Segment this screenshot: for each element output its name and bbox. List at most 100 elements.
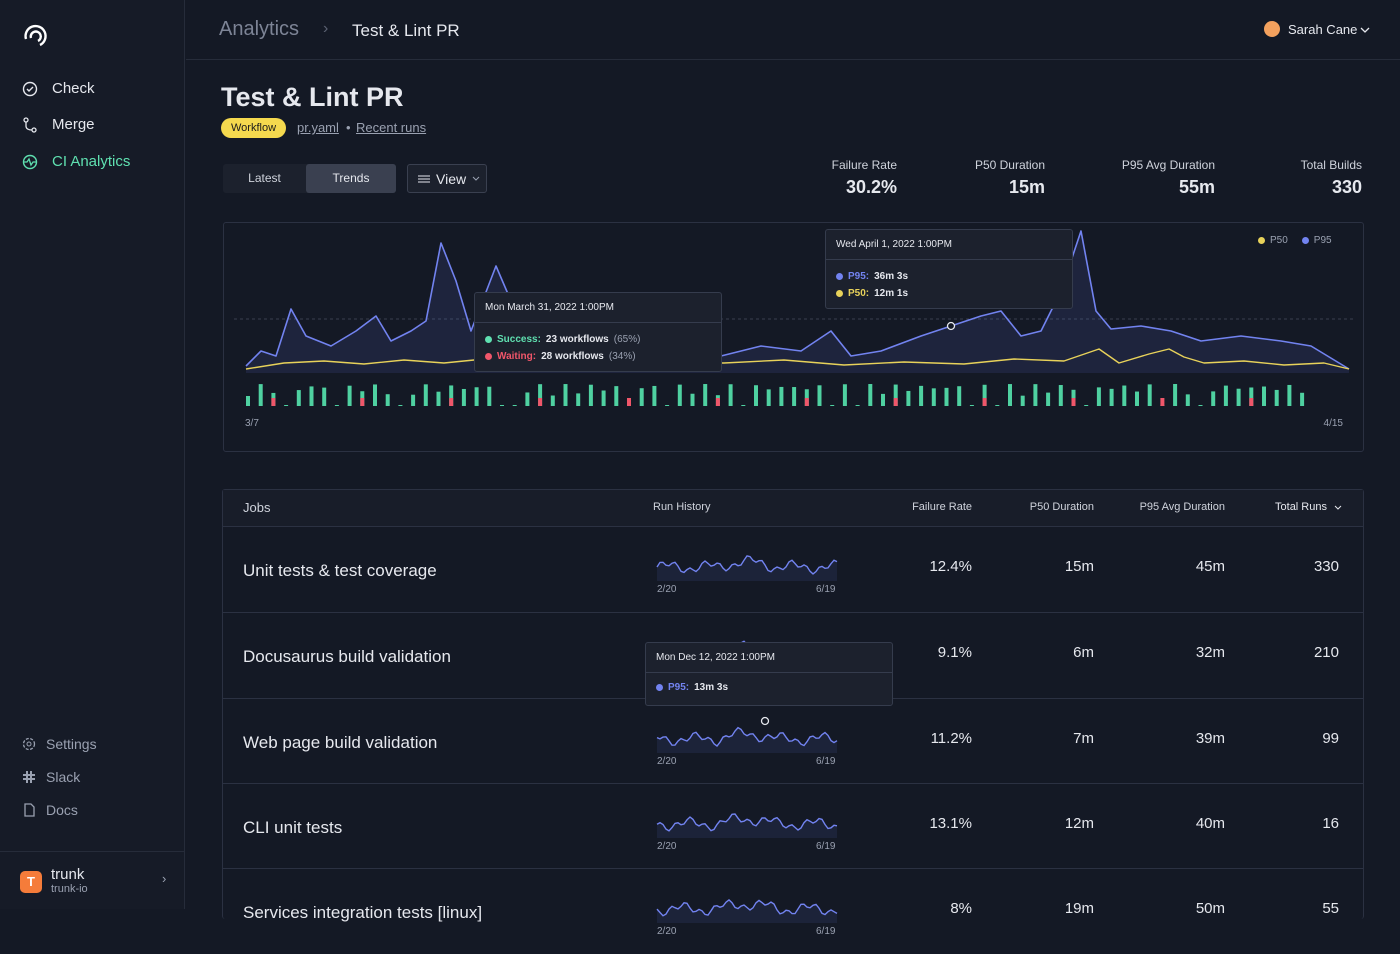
build-bar [944, 387, 949, 406]
tab[interactable]: Latest [248, 171, 281, 185]
view-label[interactable]: View [436, 170, 467, 187]
org-name: trunk [51, 866, 85, 883]
total-runs: 210 [1313, 644, 1339, 661]
build-bar-failed [893, 398, 898, 406]
tooltip-value: 23 workflows [545, 334, 609, 345]
spark-end: 6/19 [816, 756, 836, 767]
x-start: 3/7 [245, 418, 259, 429]
table-row[interactable]: CLI unit tests 2/20 6/19 13.1% 12m 40m 16 [223, 783, 1363, 869]
spark-start: 2/20 [657, 584, 677, 595]
build-bar [1084, 405, 1089, 406]
logo [24, 24, 47, 47]
nav-settings[interactable]: Settings [22, 736, 97, 752]
nav-label[interactable]: Merge [52, 116, 95, 133]
header-cell: Run History [653, 501, 711, 513]
tooltip-job: Mon Dec 12, 2022 1:00PM P95: 13m 3s [645, 642, 893, 706]
tooltip-value: 13m 3s [694, 682, 729, 693]
stat-value: 330 [1331, 177, 1362, 197]
nav-slack[interactable]: Slack [22, 769, 80, 785]
nav-label[interactable]: Docs [46, 802, 78, 818]
failure-rate: 9.1% [937, 644, 972, 661]
build-bar [868, 384, 873, 406]
tab-active[interactable]: Trends [306, 164, 396, 193]
runs-link[interactable]: Recent runs [356, 120, 427, 135]
build-bar [246, 396, 250, 406]
tab-group: Latest Trends [223, 164, 396, 193]
build-bar [639, 388, 644, 406]
build-bar [347, 385, 352, 406]
build-bar [1300, 392, 1305, 406]
sparkline [656, 898, 838, 923]
chevron: › [162, 871, 167, 886]
view-button[interactable]: View [407, 164, 487, 193]
spark-start: 2/20 [657, 926, 677, 937]
build-bar [1135, 391, 1139, 406]
build-bar [1096, 387, 1101, 406]
tooltip-row: Waiting: 28 workflows (34%) [475, 348, 721, 365]
build-bar [766, 389, 771, 406]
org-avatar: T [20, 871, 42, 893]
nav-check[interactable]: Check [22, 80, 95, 97]
user-avatar[interactable] [1264, 21, 1280, 37]
build-bar [322, 387, 327, 406]
tooltip-row: P95: 13m 3s [646, 679, 892, 696]
build-bar [1020, 395, 1025, 406]
build-bar [1211, 391, 1216, 406]
build-bar [1287, 384, 1292, 406]
build-bar [1198, 405, 1203, 406]
sparkline [656, 716, 838, 753]
chart-panel: P50 P95 3/7 4/15 [223, 222, 1364, 452]
header-cell: P95 Avg Duration [1139, 501, 1225, 513]
p95-duration: 39m [1195, 730, 1225, 747]
table-row[interactable]: Web page build validation 2/20 6/19 11.2% 7m… [223, 698, 1363, 784]
p50-duration: 6m [1073, 644, 1094, 661]
workflow-tag: Workflow [221, 118, 287, 138]
p95-line [245, 230, 1350, 370]
build-bar [1046, 392, 1051, 406]
user-name[interactable]: Sarah Cane [1288, 22, 1358, 37]
sparkline-line [656, 813, 838, 832]
build-bar [385, 394, 390, 406]
build-bar [461, 388, 466, 406]
tooltip-pct: (65%) [613, 334, 641, 345]
trend-chart [234, 230, 1354, 406]
build-bar [919, 385, 924, 406]
total-runs: 99 [1322, 730, 1339, 747]
file-link[interactable]: pr.yaml [297, 120, 339, 135]
nav-label[interactable]: Slack [46, 769, 81, 785]
build-bar [982, 384, 987, 406]
stat-label: P50 Duration [974, 158, 1045, 172]
build-bar-failed [449, 398, 454, 406]
build-bar [969, 405, 974, 406]
tooltip-label: P50: [848, 288, 870, 299]
build-bar-failed [982, 398, 987, 406]
tooltip-label: Success: [497, 334, 541, 345]
org-switcher[interactable]: T trunk trunk-io › [0, 851, 184, 909]
nav-docs[interactable]: Docs [22, 802, 78, 818]
build-bar [1109, 388, 1114, 406]
build-bar [373, 384, 377, 406]
page-title: Test & Lint PR [221, 82, 404, 112]
sort-chevron [1334, 505, 1342, 510]
nav-analytics[interactable]: CI Analytics [22, 153, 130, 170]
build-bar [792, 387, 797, 406]
nav-label[interactable]: CI Analytics [52, 153, 131, 170]
table-row[interactable]: Services integration tests [linux] 2/20 6/… [223, 868, 1363, 954]
nav-label[interactable]: Settings [46, 736, 97, 752]
header-cell-sorted[interactable]: Total Runs [1275, 501, 1327, 513]
nav-merge[interactable]: Merge [22, 116, 95, 133]
build-bar [779, 386, 784, 406]
header-cell: P50 Duration [1029, 501, 1094, 513]
legend-item: P95 [1301, 235, 1332, 246]
table-row[interactable]: Unit tests & test coverage 2/20 6/19 12.4% 1… [223, 526, 1363, 612]
build-bar [284, 405, 289, 406]
stat-label: Failure Rate [831, 158, 897, 172]
job-name: Web page build validation [243, 733, 438, 752]
failure-rate: 11.2% [930, 730, 972, 747]
build-bar-failed [1071, 398, 1076, 406]
build-bar [1223, 385, 1228, 406]
nav-label[interactable]: Check [52, 80, 95, 97]
total-runs: 16 [1322, 815, 1339, 832]
breadcrumb-root[interactable]: Analytics [219, 18, 300, 40]
